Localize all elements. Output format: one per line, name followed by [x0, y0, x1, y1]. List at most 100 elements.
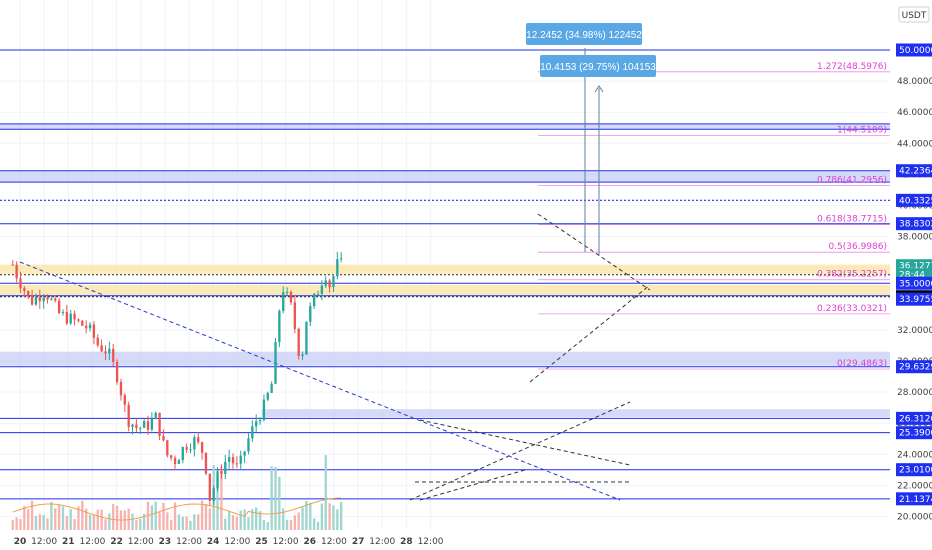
wedge-upper: [537, 213, 651, 291]
candle-body: [266, 392, 269, 400]
price-tick-label: 24.0000: [897, 450, 932, 460]
volume-bar: [170, 520, 173, 530]
candle-body: [332, 276, 335, 288]
volume-bar: [162, 502, 165, 530]
candle-body: [146, 421, 150, 430]
candle-body: [23, 288, 26, 292]
price-axis: 20.000022.000024.000026.000028.000030.00…: [890, 0, 932, 550]
volume-bar: [336, 509, 339, 530]
candle-body: [166, 440, 169, 456]
volume-bar: [301, 507, 304, 530]
price-badge: [896, 492, 932, 506]
candle-body: [235, 463, 239, 465]
candle-body: [239, 455, 242, 464]
candle-body: [85, 325, 88, 329]
candle-body: [170, 455, 173, 458]
candle-body: [38, 297, 41, 302]
volume-bar: [239, 510, 242, 530]
candle-body: [150, 418, 154, 430]
time-tick-label: 12:00: [321, 537, 347, 547]
candle-body: [131, 424, 134, 427]
price-tick-label: 32.0000: [897, 326, 932, 336]
candle-body: [309, 305, 312, 322]
candle-body: [46, 297, 49, 300]
volume-bar: [96, 509, 99, 530]
volume-bar: [231, 515, 235, 530]
candle-body: [11, 264, 14, 266]
volume-bar: [285, 519, 289, 530]
volume-bar: [235, 516, 239, 530]
volume-bar: [247, 517, 250, 530]
price-badge: [896, 193, 932, 207]
volume-bar: [293, 515, 296, 530]
candle-body: [227, 457, 231, 462]
candle-body: [274, 342, 277, 384]
time-tick-label: 12:00: [273, 537, 299, 547]
volume-bar: [92, 514, 96, 530]
volume-bar: [316, 521, 320, 530]
currency-button[interactable]: USDT: [898, 6, 930, 23]
candle-body: [119, 381, 123, 396]
candle-body: [231, 457, 235, 464]
zone: [0, 123, 890, 130]
candle-body: [282, 292, 285, 311]
candle-body: [181, 447, 184, 461]
candle-body: [197, 437, 200, 443]
resistance-line: [419, 419, 631, 466]
candle-body: [27, 291, 30, 296]
volume-bar: [85, 508, 88, 530]
price-badge-label: 23.0100: [899, 466, 932, 476]
candle-body: [216, 471, 219, 489]
volume-bar: [332, 505, 335, 530]
volume-bar: [258, 511, 262, 530]
price-badge-label: 40.3325: [899, 196, 932, 206]
volume-bar: [309, 502, 312, 530]
volume-bar: [166, 512, 169, 530]
volume-bar: [139, 518, 142, 530]
volume-bar: [274, 466, 277, 530]
volume-bars: [11, 455, 343, 530]
volume-bar: [227, 511, 231, 530]
volume-bar: [34, 515, 38, 530]
volume-bar: [251, 509, 254, 530]
volume-bar: [220, 466, 223, 530]
support-line: [409, 401, 631, 501]
volume-bar: [262, 519, 266, 530]
candle-body: [200, 442, 204, 453]
price-badge-label: 50.0000: [899, 46, 932, 56]
candle-body: [69, 313, 72, 324]
time-tick-label: 28: [400, 537, 413, 547]
fib-label: 0.786(41.2956): [817, 175, 887, 185]
price-badge: [896, 292, 932, 306]
time-tick-label: 12:00: [79, 537, 105, 547]
fib-label: 1.272(48.5976): [817, 62, 887, 72]
currency-label: USDT: [902, 11, 927, 21]
price-badge: [896, 164, 932, 178]
trendlines: [19, 213, 651, 501]
price-badge-label: 35.0000: [899, 279, 932, 289]
volume-bar: [100, 509, 103, 530]
time-tick-label: 25: [255, 537, 268, 547]
candle-body: [108, 348, 111, 354]
volume-bar: [282, 508, 285, 530]
measure-box: [540, 55, 656, 77]
candle-body: [73, 313, 76, 320]
price-badge: [896, 217, 932, 231]
volume-bar: [340, 501, 343, 530]
candle-body: [270, 383, 273, 393]
volume-bar: [108, 513, 111, 530]
volume-bar: [266, 521, 269, 530]
candle-body: [100, 345, 103, 352]
candle-body: [255, 421, 258, 427]
volume-bar: [46, 518, 49, 530]
price-badge-label: 33.9755: [899, 295, 932, 305]
fib-label: 0.382(35.2257): [817, 270, 887, 280]
time-tick-label: 26: [304, 537, 317, 547]
time-tick-label: 24: [207, 537, 220, 547]
volume-bar: [193, 514, 196, 530]
volume-bar: [77, 506, 80, 530]
fibonacci-levels: 1.272(48.5976) 1(44.5109) 0.786(41.2956) 0.…: [538, 62, 890, 370]
volume-bar: [312, 518, 316, 530]
price-badge: [896, 463, 932, 477]
